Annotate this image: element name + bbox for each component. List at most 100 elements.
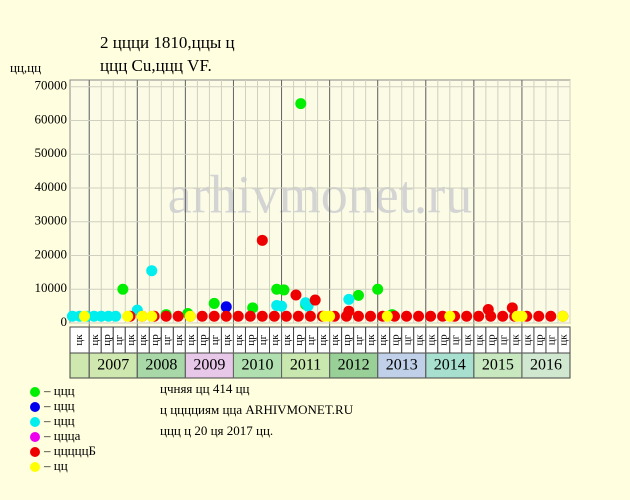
data-point	[220, 301, 232, 313]
quarter-label: цк	[461, 334, 473, 346]
data-point	[208, 297, 220, 309]
quarter-label: цг	[113, 334, 125, 345]
year-cell	[136, 352, 186, 379]
legend-marker	[30, 432, 40, 442]
quarter-label: цр	[101, 334, 113, 346]
y-axis-label: цц,цц	[10, 60, 41, 75]
quarter-label: цг	[209, 334, 221, 345]
quarter-label: цк	[425, 334, 437, 346]
year-label: 2009	[193, 357, 225, 374]
data-point	[247, 302, 259, 314]
chart-subtitle: ццц Cu,ццц VF.	[100, 56, 212, 75]
quarter-label: цр	[245, 334, 257, 346]
quarter-label: цк	[365, 334, 377, 346]
quarter-label: цр	[533, 334, 545, 346]
quarter-label: цк	[521, 334, 533, 346]
data-point	[290, 289, 302, 301]
year-cell	[329, 352, 379, 379]
quarter-label: цг	[305, 334, 317, 345]
quarter-label: цк	[558, 334, 570, 346]
quarter-label: цг	[353, 334, 365, 345]
year-cell-lead	[69, 352, 90, 379]
quarter-label: цг	[161, 334, 173, 345]
year-label: 2013	[386, 357, 418, 374]
data-point	[78, 310, 90, 322]
quarter-label: цг	[546, 334, 558, 345]
data-point	[372, 283, 384, 295]
note: цчняя цц 414 цц	[160, 381, 250, 396]
data-point	[444, 310, 456, 322]
legend-marker	[30, 402, 40, 412]
data-point	[545, 310, 557, 322]
data-point	[292, 310, 304, 322]
watermark: arhivmonet.ru	[168, 164, 472, 224]
data-point	[276, 300, 288, 312]
y-tick-label: 30000	[35, 213, 68, 228]
quarter-label: цк	[509, 334, 521, 346]
data-point	[146, 265, 158, 277]
legend-marker	[30, 417, 40, 427]
quarter-label: цк	[377, 334, 389, 346]
data-point	[425, 310, 437, 322]
quarter-label: цк	[281, 334, 293, 346]
chart-title: 2 ццци 1810,ццы ц	[100, 33, 235, 52]
quarter-label: цк	[221, 334, 233, 346]
data-point	[352, 289, 364, 301]
legend-marker	[30, 387, 40, 397]
data-point	[401, 310, 413, 322]
data-point	[278, 284, 290, 296]
y-tick-label: 60000	[35, 111, 68, 126]
data-point	[232, 310, 244, 322]
quarter-label: цг	[449, 334, 461, 345]
data-point	[295, 98, 307, 110]
data-point	[324, 310, 336, 322]
quarter-label: цк	[329, 334, 341, 346]
data-point	[196, 310, 208, 322]
y-tick-label: 20000	[35, 246, 68, 261]
year-cell	[88, 352, 138, 379]
data-point	[136, 310, 148, 322]
data-point	[413, 310, 425, 322]
data-point	[122, 310, 134, 322]
quarter-label: цр	[197, 334, 209, 346]
y-tick-label: 50000	[35, 145, 68, 160]
year-label: 2010	[242, 357, 274, 374]
year-label: 2015	[482, 357, 514, 374]
data-point	[117, 283, 129, 295]
note: ц цццциям цца ARHIVMONET.RU	[160, 402, 354, 417]
data-point	[557, 310, 569, 322]
quarter-label: цк	[185, 334, 197, 346]
y-tick-label: 40000	[35, 179, 68, 194]
data-point	[280, 310, 292, 322]
quarter-label: цк	[137, 334, 149, 346]
quarter-label: цк	[473, 334, 485, 346]
y-tick-label: 70000	[35, 78, 68, 93]
legend-label: – ццц	[43, 413, 75, 428]
legend-label: – ццц	[43, 398, 75, 413]
data-point	[172, 310, 184, 322]
legend-marker	[30, 447, 40, 457]
year-cell	[377, 352, 427, 379]
legend-label: – цц	[43, 458, 68, 473]
quarter-label: цр	[149, 334, 161, 346]
quarter-label: цр	[485, 334, 497, 346]
quarter-label: цк	[73, 334, 85, 346]
quarter-label: цр	[437, 334, 449, 346]
quarter-label: цк	[89, 334, 101, 346]
data-point	[309, 294, 321, 306]
data-point	[473, 310, 485, 322]
data-point	[352, 310, 364, 322]
data-point	[256, 234, 268, 246]
year-cell	[425, 352, 475, 379]
quarter-label: цр	[341, 334, 353, 346]
data-point	[506, 302, 518, 314]
data-point	[220, 310, 232, 322]
y-tick-label: 10000	[35, 280, 68, 295]
year-label: 2011	[290, 357, 321, 374]
legend-marker	[30, 462, 40, 472]
data-point	[110, 310, 122, 322]
data-point	[343, 305, 355, 317]
year-label: 2012	[338, 357, 370, 374]
